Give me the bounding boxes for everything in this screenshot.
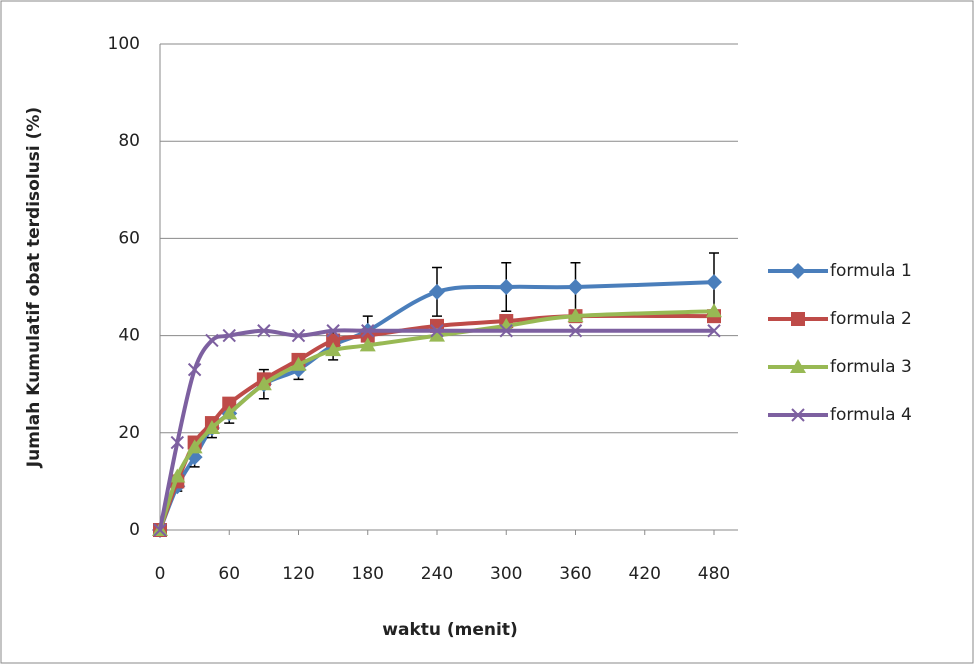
x-tick-label: 360 — [559, 564, 591, 584]
marker — [326, 324, 340, 338]
error-bar — [570, 261, 581, 313]
marker — [257, 324, 271, 338]
x-tick-label: 420 — [629, 564, 661, 584]
marker — [430, 324, 444, 338]
marker — [498, 317, 515, 332]
y-tick-label: 20 — [118, 423, 140, 443]
marker — [359, 337, 376, 352]
marker — [221, 405, 238, 420]
legend-label: formula 2 — [830, 309, 912, 329]
y-tick-label: 40 — [118, 326, 140, 346]
marker — [187, 362, 202, 377]
marker — [169, 468, 186, 483]
marker — [498, 279, 515, 295]
x-tick-label: 120 — [282, 564, 314, 584]
marker — [255, 376, 272, 391]
marker — [325, 342, 342, 357]
marker — [706, 274, 722, 291]
marker — [567, 308, 584, 323]
legend-marker — [791, 312, 805, 326]
legend-marker — [790, 359, 806, 373]
marker — [153, 523, 167, 537]
marker — [567, 279, 584, 295]
x-tick-label: 60 — [218, 564, 240, 584]
marker — [170, 435, 185, 450]
marker — [290, 356, 307, 371]
marker — [205, 333, 219, 348]
marker — [568, 324, 583, 338]
marker — [203, 419, 220, 434]
marker — [429, 283, 445, 300]
legend-marker — [791, 408, 805, 422]
legend-label: formula 4 — [830, 405, 912, 425]
legend-marker — [790, 263, 806, 279]
legend-label: formula 1 — [830, 261, 912, 281]
marker — [707, 324, 721, 338]
error-bar — [709, 252, 719, 313]
x-tick-label: 180 — [352, 564, 384, 584]
legend-label: formula 3 — [830, 357, 912, 377]
marker — [291, 328, 306, 343]
marker — [186, 439, 203, 454]
series-line — [158, 328, 714, 531]
marker — [326, 333, 341, 348]
marker — [706, 303, 722, 318]
x-tick-label: 300 — [490, 564, 522, 584]
error-bar — [432, 266, 442, 317]
marker — [222, 396, 237, 411]
x-tick-label: 240 — [421, 564, 453, 584]
y-tick-label: 60 — [118, 228, 140, 248]
marker — [429, 327, 445, 342]
y-tick-label: 0 — [129, 520, 140, 540]
marker — [499, 324, 513, 338]
error-bar — [501, 261, 512, 313]
x-axis-title: waktu (menit) — [382, 620, 517, 640]
marker — [361, 324, 375, 338]
y-tick-label: 80 — [118, 131, 140, 151]
x-tick-label: 0 — [155, 564, 166, 584]
x-tick-label: 480 — [698, 564, 730, 584]
marker — [222, 328, 236, 343]
y-tick-label: 100 — [108, 34, 140, 54]
y-axis-title: Jumlah Kumulatif obat terdisolusi (%) — [24, 107, 44, 468]
